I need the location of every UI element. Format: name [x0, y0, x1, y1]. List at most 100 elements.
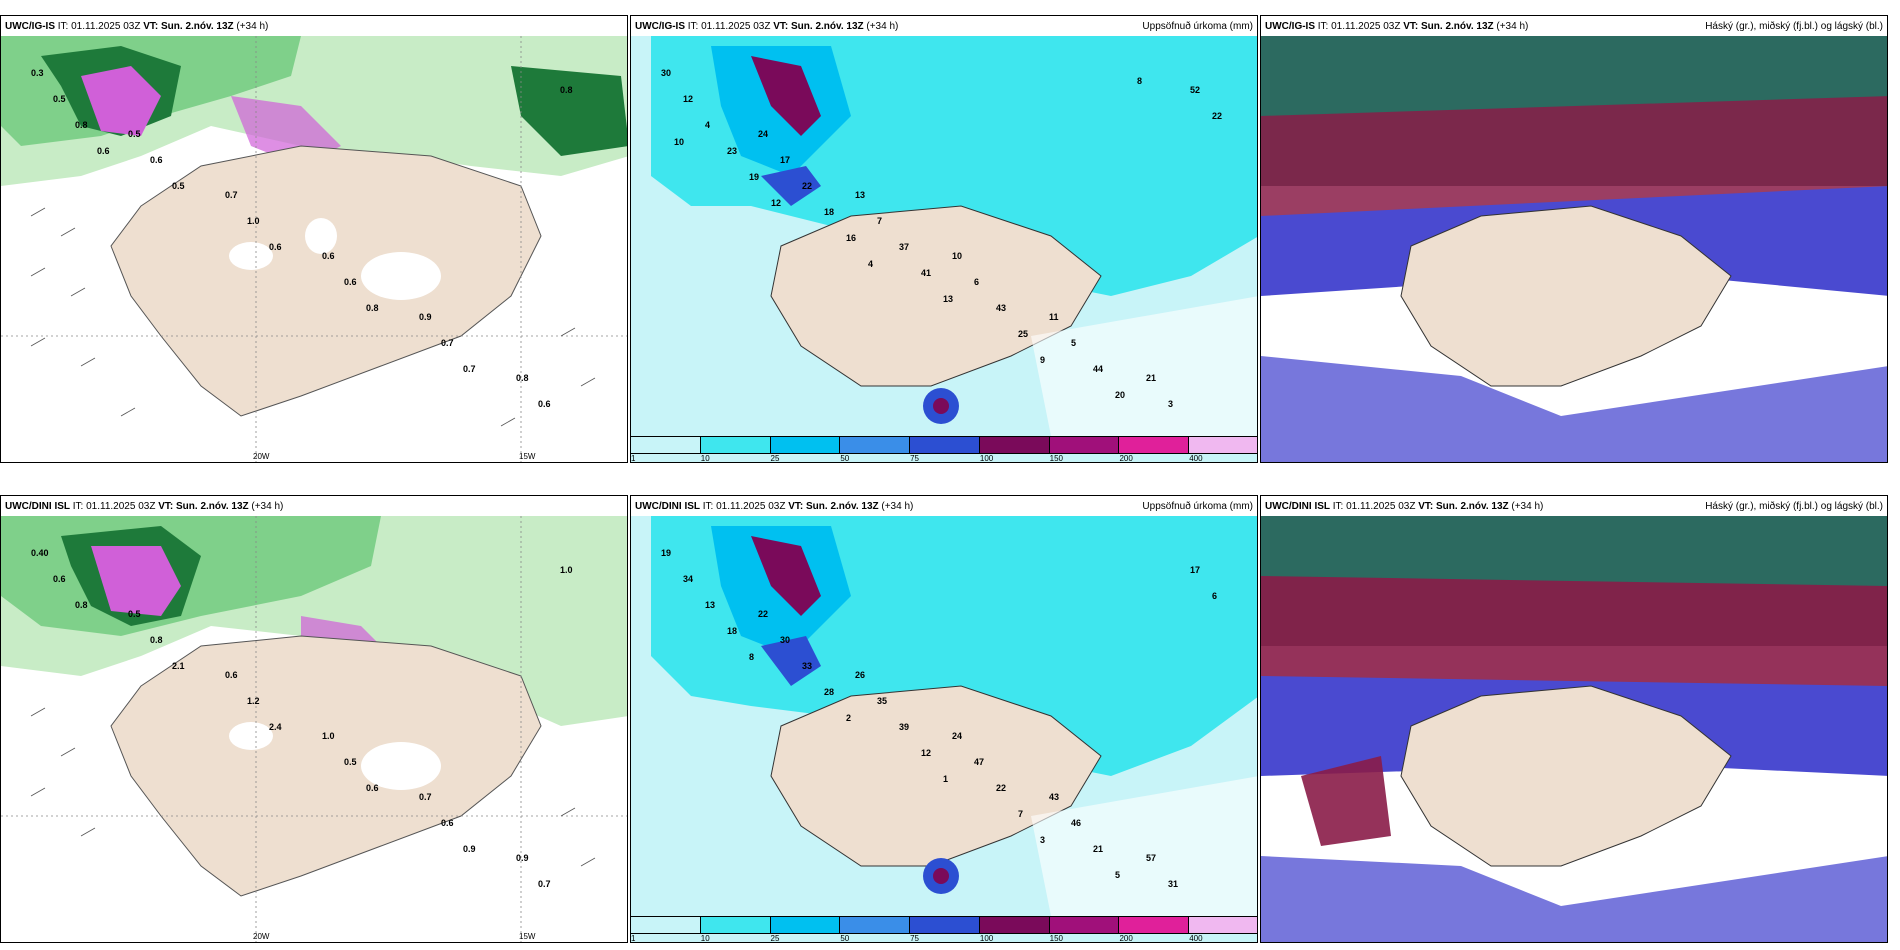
panel-ig-is-precip: UWC/IG-IS IT: 01.11.2025 03Z VT: Sun. 2.…	[630, 15, 1258, 463]
value-label: 0.6	[538, 399, 551, 409]
value-label: 30	[780, 635, 790, 645]
value-label: 0.5	[128, 609, 141, 619]
value-label: 0.9	[516, 853, 529, 863]
colorbar-label: 100	[979, 934, 994, 943]
value-label: 46	[1071, 818, 1081, 828]
value-label: 0.8	[150, 635, 163, 645]
value-label: 6	[974, 277, 979, 287]
colorbar-segment	[1119, 437, 1190, 453]
value-label: 0.6	[269, 242, 282, 252]
value-label: 22	[802, 181, 812, 191]
panel-header: UWC/DINI ISL IT: 01.11.2025 03Z VT: Sun.…	[1265, 500, 1883, 512]
lon-label-15w: 15W	[519, 452, 536, 461]
value-label: 0.6	[150, 155, 163, 165]
colorbar-segment	[1189, 437, 1257, 453]
colorbar-label: 25	[770, 934, 780, 943]
colorbar-label: 100	[979, 454, 994, 463]
value-label: 35	[877, 696, 887, 706]
value-label: 0.40	[31, 548, 49, 558]
value-label: 0.7	[441, 338, 454, 348]
value-label: 47	[974, 757, 984, 767]
lon-label-20w: 20W	[253, 452, 270, 461]
panel-header: UWC/DINI ISL IT: 01.11.2025 03Z VT: Sun.…	[635, 500, 1253, 512]
panel-header: UWC/IG-IS IT: 01.11.2025 03Z VT: Sun. 2.…	[5, 20, 269, 32]
value-label: 39	[899, 722, 909, 732]
cloud-cover-map	[1261, 516, 1887, 942]
value-label: 44	[1093, 364, 1103, 374]
value-label: 0.6	[366, 783, 379, 793]
precip-colorbar: 1 10 25 50 75 100 150 200 400	[631, 436, 1257, 463]
colorbar-label: 200	[1119, 454, 1133, 463]
value-label: 13	[855, 190, 865, 200]
value-label: 0.7	[225, 190, 238, 200]
wind-precip-map: 0.3 0.5 0.7 0.6 0.9 0.8 0.5 0.6 1.0 0.6 0.7 0.6 0.8 0…	[1, 36, 627, 462]
value-label: 22	[1212, 111, 1222, 121]
value-label: 0.5	[172, 181, 185, 191]
value-label: 12	[921, 748, 931, 758]
colorbar-label: 10	[700, 454, 710, 463]
precip-colorbar: 1 10 25 50 75 100 150 200 400	[631, 916, 1257, 943]
colorbar-label: 400	[1189, 454, 1203, 463]
colorbar-segment	[700, 437, 771, 453]
value-label: 0.8	[75, 120, 88, 130]
colorbar-label: 400	[1189, 934, 1203, 943]
value-label: 26	[855, 670, 865, 680]
value-label: 2.1	[172, 661, 185, 671]
value-label: 10	[674, 137, 684, 147]
value-label: 1.0	[247, 216, 260, 226]
value-label: 24	[758, 129, 768, 139]
value-label: 0.5	[53, 94, 66, 104]
value-label: 57	[1146, 853, 1156, 863]
value-label: 0.8	[560, 85, 573, 95]
cloud-cover-map	[1261, 36, 1887, 462]
value-label: 43	[996, 303, 1006, 313]
value-label: 1.2	[247, 696, 260, 706]
lon-label-20w: 20W	[253, 932, 270, 941]
value-label: 7	[1018, 809, 1023, 819]
value-label: 8	[749, 652, 754, 662]
value-label: 41	[921, 268, 931, 278]
colorbar-label: 150	[1049, 934, 1064, 943]
value-label: 0.5	[128, 129, 141, 139]
panel-header: UWC/IG-IS IT: 01.11.2025 03Z VT: Sun. 2.…	[635, 20, 1253, 32]
value-label: 19	[749, 172, 759, 182]
panel-ig-is-clouds: UWC/IG-IS IT: 01.11.2025 03Z VT: Sun. 2.…	[1260, 15, 1888, 463]
value-label: 8	[1137, 76, 1142, 86]
value-label: 5	[1071, 338, 1076, 348]
colorbar-label: 150	[1049, 454, 1064, 463]
precip-map: 3024131011211217765342237434452231841252…	[631, 36, 1257, 462]
value-label: 17	[780, 155, 790, 165]
panel-dini-clouds: UWC/DINI ISL IT: 01.11.2025 03Z VT: Sun.…	[1260, 495, 1888, 943]
value-label: 12	[771, 198, 781, 208]
value-label: 4	[705, 120, 710, 130]
colorbar-label: 50	[840, 454, 850, 463]
value-label: 0.9	[463, 844, 476, 854]
colorbar-label: 75	[910, 934, 920, 943]
value-label: 0.3	[31, 68, 44, 78]
value-label: 6	[1212, 591, 1217, 601]
value-label: 1.0	[322, 731, 335, 741]
value-label: 0.6	[322, 251, 335, 261]
value-label: 3	[1168, 399, 1173, 409]
colorbar-label: 10	[700, 934, 710, 943]
value-label: 20	[1115, 390, 1125, 400]
value-label: 43	[1049, 792, 1059, 802]
value-label: 25	[1018, 329, 1028, 339]
value-label: 17	[1190, 565, 1200, 575]
value-label: 10	[952, 251, 962, 261]
panel-header: UWC/DINI ISL IT: 01.11.2025 03Z VT: Sun.…	[5, 500, 284, 512]
value-label: 4	[868, 259, 873, 269]
value-label: 0.6	[344, 277, 357, 287]
colorbar-segment	[1119, 917, 1190, 933]
colorbar-label: 1	[631, 934, 636, 943]
value-label: 0.6	[53, 574, 66, 584]
value-label: 9	[1040, 355, 1045, 365]
colorbar-segment	[770, 437, 841, 453]
lon-label-15w: 15W	[519, 932, 536, 941]
value-label: 0.7	[463, 364, 476, 374]
value-label: 33	[802, 661, 812, 671]
value-label: 0.5	[344, 757, 357, 767]
colorbar-label: 25	[770, 454, 780, 463]
value-label: 0.8	[366, 303, 379, 313]
wind-precip-map: 0.40 0.5 0.6 1.0 0.7 0.9 0.6 0.8 1.2 0.5 0.6 0.7 0.8…	[1, 516, 627, 942]
